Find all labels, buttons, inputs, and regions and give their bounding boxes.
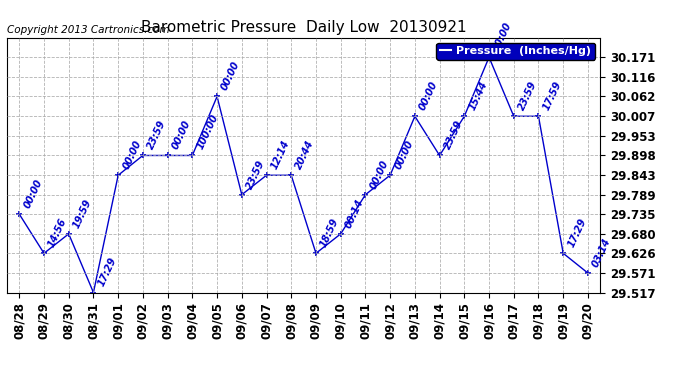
Text: 03:14: 03:14 (591, 237, 613, 269)
Text: 00:00: 00:00 (492, 21, 514, 53)
Text: 00:14: 00:14 (344, 198, 366, 230)
Text: 00:00: 00:00 (417, 80, 440, 112)
Text: 17:59: 17:59 (541, 80, 563, 112)
Text: 00:00: 00:00 (22, 178, 44, 210)
Text: 19:59: 19:59 (72, 198, 94, 230)
Text: 17:29: 17:29 (96, 256, 118, 288)
Title: Barometric Pressure  Daily Low  20130921: Barometric Pressure Daily Low 20130921 (141, 20, 466, 35)
Text: 100:00: 100:00 (195, 113, 220, 151)
Text: 23:59: 23:59 (146, 119, 168, 151)
Text: 23:59: 23:59 (442, 119, 464, 151)
Legend: Pressure  (Inches/Hg): Pressure (Inches/Hg) (436, 43, 595, 60)
Text: 00:00: 00:00 (368, 158, 391, 190)
Text: 00:00: 00:00 (170, 119, 193, 151)
Text: 00:00: 00:00 (121, 139, 143, 171)
Text: 00:00: 00:00 (220, 60, 242, 92)
Text: 17:29: 17:29 (566, 217, 588, 249)
Text: 18:59: 18:59 (319, 217, 341, 249)
Text: 14:56: 14:56 (47, 217, 69, 249)
Text: 00:00: 00:00 (393, 139, 415, 171)
Text: 20:44: 20:44 (294, 139, 316, 171)
Text: 23:59: 23:59 (244, 158, 266, 190)
Text: 15:44: 15:44 (467, 80, 489, 112)
Text: 23:59: 23:59 (517, 80, 539, 112)
Text: 12:14: 12:14 (269, 139, 291, 171)
Text: Copyright 2013 Cartronics.com: Copyright 2013 Cartronics.com (7, 25, 170, 35)
